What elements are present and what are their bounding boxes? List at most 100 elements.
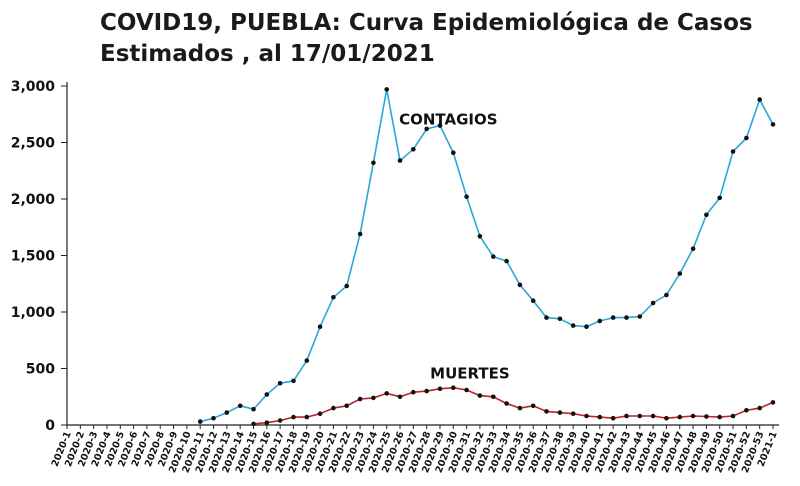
data-point-contagios xyxy=(517,282,523,288)
data-point-muertes xyxy=(291,414,296,420)
y-axis-ticks: 0 500 1,000 1,500 2,000 2,500 3,000 xyxy=(11,79,67,434)
data-point-contagios xyxy=(251,406,256,412)
data-point-muertes xyxy=(424,388,430,394)
chart-title-line-2: Estimados , al 17/01/2021 xyxy=(100,41,435,67)
data-point-contagios xyxy=(704,212,709,218)
data-point-muertes xyxy=(464,387,469,393)
data-point-contagios xyxy=(237,403,243,409)
y-tick-label: 1,500 xyxy=(11,249,56,265)
data-point-contagios xyxy=(264,392,270,397)
data-point-muertes xyxy=(491,394,496,400)
data-point-contagios xyxy=(624,315,629,320)
data-point-muertes xyxy=(371,395,376,401)
data-point-muertes xyxy=(650,413,656,419)
data-point-contagios xyxy=(331,295,336,300)
data-point-contagios xyxy=(570,323,576,328)
data-point-contagios xyxy=(304,358,310,363)
data-point-contagios xyxy=(397,158,403,163)
data-point-muertes xyxy=(344,403,350,409)
data-point-muertes xyxy=(570,411,576,417)
series-label-contagios: CONTAGIOS xyxy=(399,110,497,128)
series-line-muertes xyxy=(253,386,774,425)
data-point-contagios xyxy=(530,298,536,304)
data-point-muertes xyxy=(624,413,629,419)
data-point-contagios xyxy=(744,135,749,141)
data-point-muertes xyxy=(264,420,270,426)
data-point-muertes xyxy=(411,389,416,395)
series-labels: CONTAGIOS MUERTES xyxy=(399,110,510,382)
data-point-contagios xyxy=(757,97,762,102)
data-point-muertes xyxy=(517,405,523,411)
data-point-muertes xyxy=(704,414,709,419)
data-point-muertes xyxy=(770,400,776,405)
chart-title-line-1: COVID19, PUEBLA: Curva Epidemiológica de… xyxy=(100,10,753,36)
data-point-muertes xyxy=(637,413,643,419)
data-point-contagios xyxy=(730,149,736,154)
data-point-muertes xyxy=(477,393,483,398)
data-point-muertes xyxy=(504,401,509,406)
data-point-contagios xyxy=(451,150,456,155)
data-point-muertes xyxy=(331,405,336,411)
data-point-contagios xyxy=(544,315,549,320)
x-axis-ticks: 2020-12020-22020-32020-42020-52020-62020… xyxy=(50,425,780,475)
data-point-muertes xyxy=(437,386,443,392)
data-point-contagios xyxy=(770,122,776,127)
data-point-muertes xyxy=(744,408,749,413)
data-point-contagios xyxy=(557,316,563,322)
data-point-contagios xyxy=(584,324,589,330)
data-point-contagios xyxy=(491,254,496,259)
data-point-muertes xyxy=(317,411,323,417)
data-point-contagios xyxy=(717,195,722,201)
data-point-muertes xyxy=(757,405,762,411)
data-point-muertes xyxy=(717,414,722,420)
data-point-contagios xyxy=(371,160,376,166)
data-point-muertes xyxy=(357,396,363,402)
data-point-contagios xyxy=(597,318,603,324)
series-label-muertes: MUERTES xyxy=(430,365,510,383)
data-point-contagios xyxy=(357,231,363,237)
data-point-contagios xyxy=(384,87,390,92)
data-point-contagios xyxy=(610,315,616,320)
y-tick-label: 1,000 xyxy=(11,305,56,321)
data-point-contagios xyxy=(464,194,469,199)
y-tick-label: 0 xyxy=(45,418,55,434)
axes xyxy=(66,82,779,426)
series-layer xyxy=(197,87,776,427)
data-point-contagios xyxy=(344,283,350,289)
data-point-contagios xyxy=(650,300,656,306)
data-point-muertes xyxy=(690,413,696,419)
data-point-muertes xyxy=(251,421,256,427)
data-point-muertes xyxy=(664,415,669,421)
data-point-contagios xyxy=(224,410,230,415)
data-point-muertes xyxy=(730,413,736,419)
data-point-muertes xyxy=(397,394,403,400)
data-point-muertes xyxy=(597,414,603,420)
data-point-contagios xyxy=(437,123,443,128)
data-point-muertes xyxy=(610,415,616,421)
data-point-contagios xyxy=(690,246,696,251)
data-point-muertes xyxy=(677,414,683,420)
data-point-contagios xyxy=(197,419,203,424)
data-point-contagios xyxy=(677,271,683,276)
data-point-contagios xyxy=(411,147,416,152)
data-point-contagios xyxy=(424,126,430,132)
data-point-muertes xyxy=(451,385,456,391)
y-tick-label: 2,000 xyxy=(11,192,56,208)
data-point-contagios xyxy=(637,314,643,319)
data-point-muertes xyxy=(530,403,536,409)
data-point-muertes xyxy=(277,418,283,423)
chart-title: COVID19, PUEBLA: Curva Epidemiológica de… xyxy=(100,8,790,70)
data-point-contagios xyxy=(477,234,483,239)
y-tick-label: 500 xyxy=(26,362,55,378)
data-point-contagios xyxy=(664,292,669,298)
data-point-contagios xyxy=(504,258,509,264)
data-point-contagios xyxy=(317,324,323,330)
data-point-muertes xyxy=(384,391,390,396)
series-line-contagios xyxy=(200,88,774,423)
y-tick-label: 2,500 xyxy=(11,136,56,152)
data-point-muertes xyxy=(304,414,310,420)
data-point-contagios xyxy=(277,380,283,386)
data-point-contagios xyxy=(211,415,216,421)
data-point-muertes xyxy=(584,413,589,419)
